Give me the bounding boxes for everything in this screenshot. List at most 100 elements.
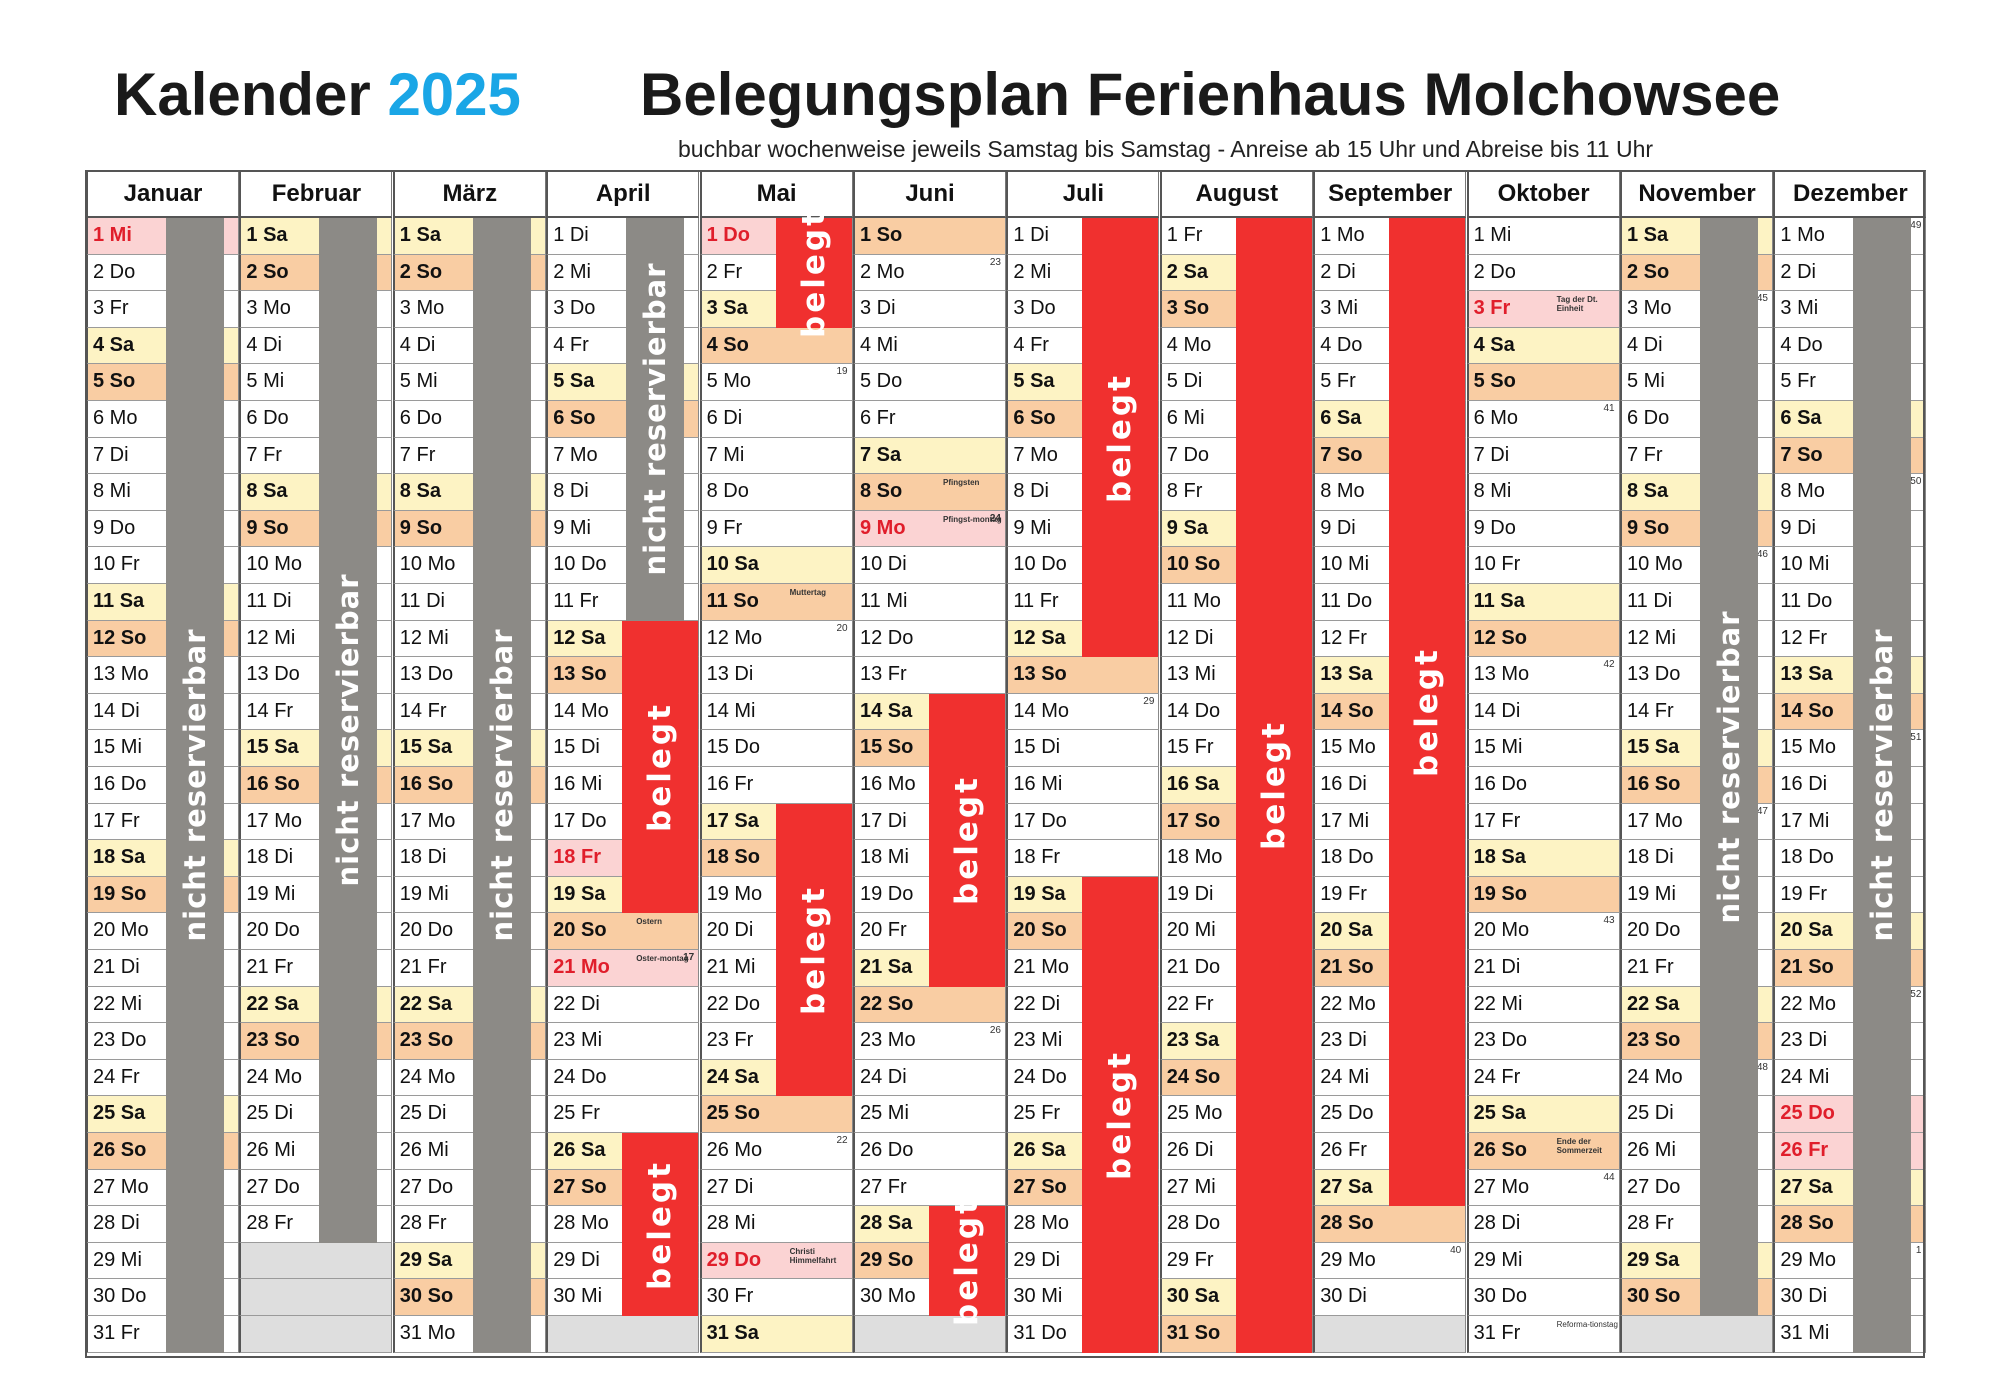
day-cell[interactable]: 31 Mo bbox=[392, 1316, 546, 1353]
day-cell[interactable]: 6 Fr bbox=[853, 401, 1006, 438]
day-cell[interactable]: 4 Do bbox=[1773, 327, 1927, 365]
day-cell[interactable]: 30 Do bbox=[86, 1279, 239, 1316]
day-cell[interactable]: 26 Mo 22 bbox=[699, 1133, 853, 1170]
day-cell[interactable]: 14 Mi bbox=[699, 693, 853, 731]
day-cell[interactable]: 22 Mo 52 bbox=[1773, 986, 1927, 1024]
day-cell[interactable]: 18 Di bbox=[1620, 840, 1773, 877]
day-cell[interactable]: 15 Mi bbox=[86, 730, 239, 767]
day-cell[interactable]: 7 Mo bbox=[546, 437, 700, 475]
day-cell[interactable]: 23 Mo 26 bbox=[853, 1023, 1006, 1060]
day-cell[interactable]: 27 Do bbox=[392, 1169, 546, 1207]
day-cell[interactable]: 19 Fr bbox=[1773, 876, 1927, 914]
day-cell[interactable]: 4 Di bbox=[239, 327, 393, 365]
day-cell[interactable]: 6 Do bbox=[1620, 401, 1773, 438]
day-cell[interactable]: 26 Mi bbox=[1620, 1133, 1773, 1170]
day-cell[interactable]: 24 Mo bbox=[392, 1059, 546, 1097]
day-cell[interactable]: 5 Mi bbox=[239, 364, 393, 401]
day-cell[interactable]: 13 Do bbox=[392, 657, 546, 694]
day-cell[interactable]: 15 Do bbox=[699, 730, 853, 767]
day-cell[interactable]: 10 Do bbox=[546, 547, 700, 584]
day-cell[interactable]: 11 Di bbox=[392, 584, 546, 621]
day-cell[interactable]: 27 Di bbox=[699, 1169, 853, 1207]
day-cell[interactable]: 21 Fr bbox=[1620, 950, 1773, 987]
day-cell[interactable]: 11 So Muttertag bbox=[699, 584, 853, 621]
day-cell[interactable]: 24 Di bbox=[853, 1059, 1006, 1097]
day-cell[interactable]: 13 Do bbox=[1620, 657, 1773, 694]
day-cell[interactable]: 25 Fr bbox=[546, 1096, 700, 1133]
day-cell[interactable]: 28 Di bbox=[1466, 1206, 1620, 1243]
day-cell[interactable]: 1 Mi bbox=[1466, 218, 1620, 255]
day-cell[interactable]: 16 Fr bbox=[699, 767, 853, 804]
day-cell[interactable]: 19 Mi bbox=[239, 876, 393, 914]
day-cell[interactable]: 30 Fr bbox=[699, 1279, 853, 1316]
day-cell[interactable]: 12 Mi bbox=[1620, 620, 1773, 658]
day-cell[interactable]: 5 Mo 19 bbox=[699, 364, 853, 401]
day-cell[interactable]: 10 Di bbox=[853, 547, 1006, 584]
day-cell[interactable]: 9 Do bbox=[86, 510, 239, 548]
day-cell[interactable]: 6 Do bbox=[392, 401, 546, 438]
day-cell[interactable]: 3 Mo bbox=[239, 291, 393, 328]
day-cell[interactable]: 15 Mo 51 bbox=[1773, 730, 1927, 767]
day-cell[interactable]: 26 Do bbox=[853, 1133, 1006, 1170]
day-cell[interactable]: 7 Fr bbox=[239, 437, 393, 475]
day-cell[interactable]: 10 Fr bbox=[86, 547, 239, 584]
day-cell[interactable]: 12 Mi bbox=[392, 620, 546, 658]
day-cell[interactable]: 7 Fr bbox=[1620, 437, 1773, 475]
day-cell[interactable]: 5 Fr bbox=[1773, 364, 1927, 401]
day-cell[interactable]: 16 Di bbox=[1773, 767, 1927, 804]
day-cell[interactable]: 10 Mo bbox=[392, 547, 546, 584]
day-cell[interactable]: 12 Mo 20 bbox=[699, 620, 853, 658]
day-cell[interactable]: 10 Sa bbox=[699, 547, 853, 584]
day-cell[interactable]: 13 So bbox=[1006, 657, 1160, 694]
day-cell[interactable]: 11 Do bbox=[1773, 584, 1927, 621]
day-cell[interactable]: 13 Di bbox=[699, 657, 853, 694]
day-cell[interactable]: 24 Mo 48 bbox=[1620, 1059, 1773, 1097]
day-cell[interactable]: 30 Di bbox=[1313, 1279, 1467, 1316]
day-cell[interactable]: 24 Fr bbox=[86, 1059, 239, 1097]
day-cell[interactable]: 2 Di bbox=[1773, 254, 1927, 292]
day-cell[interactable]: 31 Fr Reforma-tionstag bbox=[1466, 1316, 1620, 1353]
day-cell[interactable]: 8 Mi bbox=[1466, 474, 1620, 511]
day-cell[interactable]: 4 Di bbox=[392, 327, 546, 365]
day-cell[interactable]: 14 Fr bbox=[392, 693, 546, 731]
day-cell[interactable]: 7 Di bbox=[1466, 437, 1620, 475]
day-cell[interactable]: 25 Sa bbox=[1466, 1096, 1620, 1133]
day-cell[interactable]: 21 Mo Oster-montag 17 bbox=[546, 950, 700, 987]
day-cell[interactable]: 8 Di bbox=[546, 474, 700, 511]
day-cell[interactable]: 23 Mi bbox=[546, 1023, 700, 1060]
day-cell[interactable]: 9 Fr bbox=[699, 510, 853, 548]
day-cell[interactable]: 13 Fr bbox=[853, 657, 1006, 694]
day-cell[interactable]: 19 Mi bbox=[392, 876, 546, 914]
day-cell[interactable]: 21 Di bbox=[86, 950, 239, 987]
day-cell[interactable]: 25 Di bbox=[239, 1096, 393, 1133]
day-cell[interactable]: 9 Di bbox=[1773, 510, 1927, 548]
day-cell[interactable]: 7 Sa bbox=[853, 437, 1006, 475]
day-cell[interactable]: 11 Mi bbox=[853, 584, 1006, 621]
day-cell[interactable]: 10 Mi bbox=[1773, 547, 1927, 584]
day-cell[interactable]: 3 Di bbox=[853, 291, 1006, 328]
day-cell[interactable]: 20 Do bbox=[1620, 913, 1773, 950]
day-cell[interactable]: 3 Fr Tag der Dt. Einheit bbox=[1466, 291, 1620, 328]
day-cell[interactable]: 2 Mo 23 bbox=[853, 254, 1006, 292]
day-cell[interactable]: 15 Mi bbox=[1466, 730, 1620, 767]
day-cell[interactable]: 17 Mi bbox=[1773, 803, 1927, 841]
day-cell[interactable]: 17 Do bbox=[1006, 803, 1160, 841]
day-cell[interactable]: 13 Mo 42 bbox=[1466, 657, 1620, 694]
day-cell[interactable]: 14 Fr bbox=[239, 693, 393, 731]
day-cell[interactable]: 4 Sa bbox=[1466, 327, 1620, 365]
day-cell[interactable]: 28 Fr bbox=[1620, 1206, 1773, 1243]
day-cell[interactable]: 25 So bbox=[699, 1096, 853, 1133]
day-cell[interactable]: 31 Mi bbox=[1773, 1316, 1927, 1353]
day-cell[interactable]: 15 Di bbox=[1006, 730, 1160, 767]
day-cell[interactable]: 23 Do bbox=[1466, 1023, 1620, 1060]
day-cell[interactable]: 12 Do bbox=[853, 620, 1006, 658]
day-cell[interactable]: 12 Fr bbox=[1773, 620, 1927, 658]
day-cell[interactable]: 2 Mi bbox=[546, 254, 700, 292]
day-cell[interactable]: 28 Fr bbox=[392, 1206, 546, 1243]
day-cell[interactable]: 18 Sa bbox=[1466, 840, 1620, 877]
day-cell[interactable]: 7 Fr bbox=[392, 437, 546, 475]
day-cell[interactable]: 4 Di bbox=[1620, 327, 1773, 365]
day-cell[interactable]: 25 Di bbox=[392, 1096, 546, 1133]
day-cell[interactable]: 18 Fr bbox=[1006, 840, 1160, 877]
day-cell[interactable]: 22 Mi bbox=[1466, 986, 1620, 1024]
